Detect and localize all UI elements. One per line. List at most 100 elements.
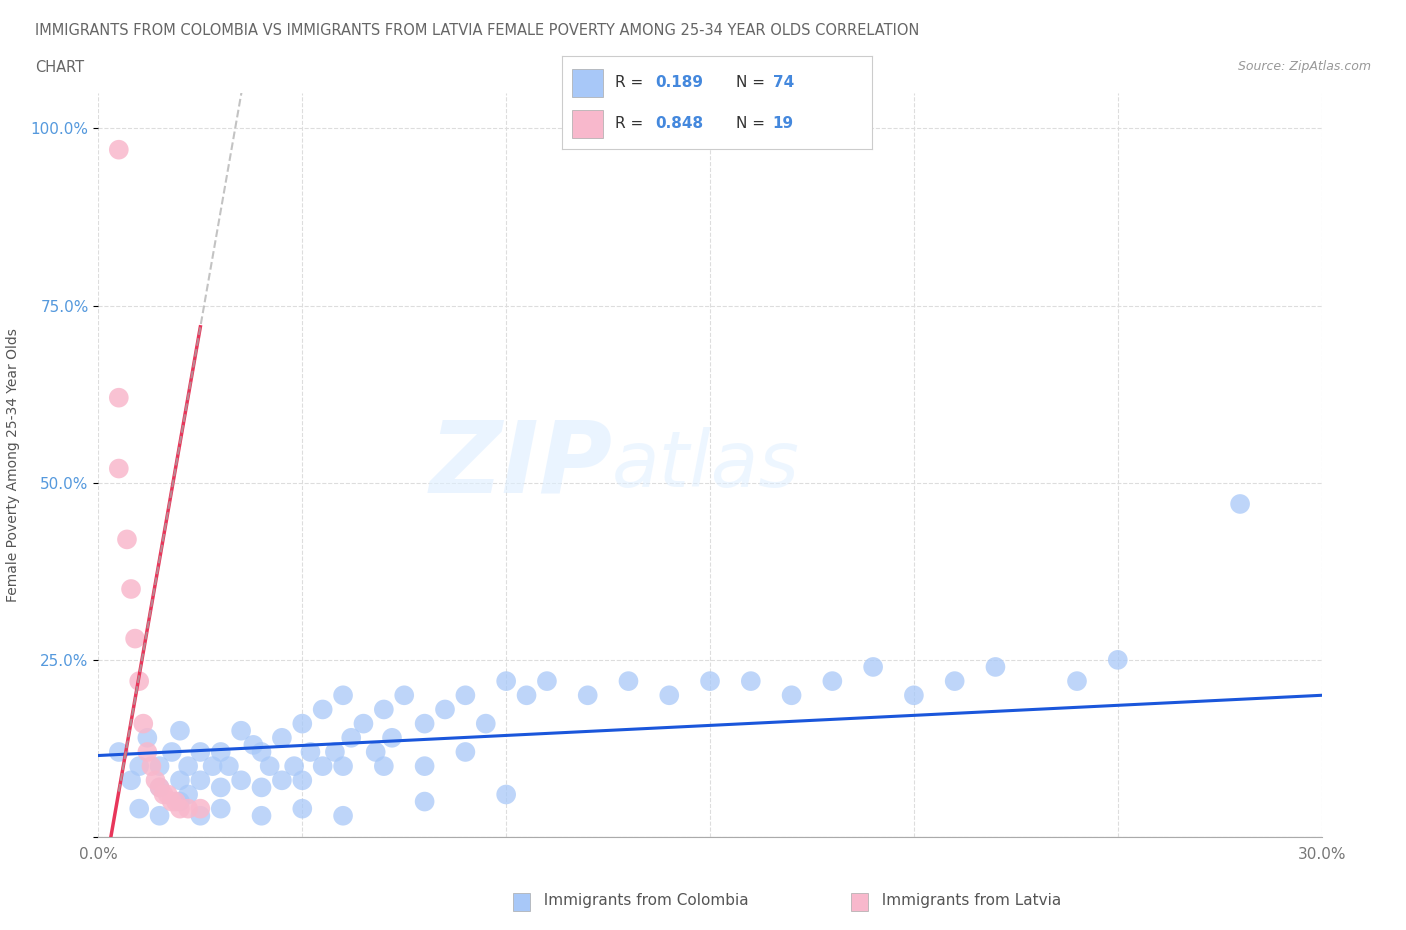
Point: [209, 802, 232, 817]
Point: [149, 780, 172, 795]
Text: R =: R =: [614, 75, 648, 90]
Point: [862, 659, 884, 674]
Point: [903, 688, 925, 703]
Text: N =: N =: [735, 75, 769, 90]
Point: [699, 673, 721, 688]
Point: [434, 702, 457, 717]
Text: ZIP: ZIP: [429, 417, 612, 513]
Point: [373, 702, 395, 717]
Point: [188, 802, 212, 817]
Point: [332, 759, 354, 774]
Point: [136, 745, 159, 760]
Point: [165, 794, 187, 809]
Point: [364, 745, 387, 760]
Point: [156, 787, 179, 802]
Point: [740, 673, 762, 688]
Point: [250, 780, 273, 795]
Point: [617, 673, 640, 688]
Point: [152, 787, 174, 802]
Point: [943, 673, 966, 688]
Point: [1229, 497, 1251, 512]
Point: [201, 759, 224, 774]
Text: Source: ZipAtlas.com: Source: ZipAtlas.com: [1237, 60, 1371, 73]
Point: [291, 773, 314, 788]
Point: [188, 773, 212, 788]
Point: [149, 808, 172, 823]
Point: [169, 794, 191, 809]
Point: [291, 716, 314, 731]
Text: 0.848: 0.848: [655, 116, 703, 131]
Point: [1107, 653, 1129, 668]
Point: [108, 142, 131, 157]
Point: [188, 808, 212, 823]
Point: [177, 787, 200, 802]
Point: [332, 688, 354, 703]
Point: [141, 759, 163, 774]
Point: [120, 581, 142, 596]
Point: [312, 759, 335, 774]
Point: [658, 688, 681, 703]
Point: [392, 688, 416, 703]
Point: [169, 802, 191, 817]
Point: [340, 730, 363, 745]
Point: [984, 659, 1007, 674]
Point: [188, 745, 212, 760]
Bar: [572, 110, 603, 138]
Point: [413, 794, 436, 809]
Point: [250, 808, 273, 823]
Point: [474, 716, 498, 731]
Point: [132, 716, 155, 731]
Text: R =: R =: [614, 116, 648, 131]
Point: [413, 716, 436, 731]
Point: [454, 688, 477, 703]
Point: [136, 730, 159, 745]
Point: [332, 808, 354, 823]
Point: [231, 724, 253, 738]
Text: atlas: atlas: [612, 427, 800, 503]
Point: [177, 802, 200, 817]
Point: [160, 794, 183, 809]
Point: [128, 802, 150, 817]
Point: [381, 730, 404, 745]
Point: [495, 673, 517, 688]
Point: [270, 773, 294, 788]
Text: Immigrants from Colombia: Immigrants from Colombia: [534, 893, 749, 908]
Point: [149, 759, 172, 774]
Point: [454, 745, 477, 760]
Point: [209, 745, 232, 760]
Text: CHART: CHART: [35, 60, 84, 75]
Point: [323, 745, 346, 760]
Point: [128, 673, 150, 688]
Point: [108, 391, 131, 405]
Point: [283, 759, 305, 774]
Point: [242, 737, 264, 752]
Text: N =: N =: [735, 116, 769, 131]
Point: [128, 759, 150, 774]
Point: [312, 702, 335, 717]
Point: [231, 773, 253, 788]
Point: [149, 780, 172, 795]
Point: [270, 730, 294, 745]
Point: [177, 759, 200, 774]
Point: [250, 745, 273, 760]
Point: [536, 673, 558, 688]
Point: [160, 745, 183, 760]
Point: [169, 773, 191, 788]
Point: [209, 780, 232, 795]
Text: 19: 19: [773, 116, 794, 131]
Point: [108, 461, 131, 476]
Point: [115, 532, 138, 547]
Point: [780, 688, 803, 703]
Point: [576, 688, 599, 703]
Point: [218, 759, 240, 774]
Text: 74: 74: [773, 75, 794, 90]
Point: [413, 759, 436, 774]
Point: [145, 773, 167, 788]
Point: [169, 724, 191, 738]
Point: [124, 631, 146, 646]
Text: IMMIGRANTS FROM COLOMBIA VS IMMIGRANTS FROM LATVIA FEMALE POVERTY AMONG 25-34 YE: IMMIGRANTS FROM COLOMBIA VS IMMIGRANTS F…: [35, 23, 920, 38]
Point: [352, 716, 374, 731]
Point: [120, 773, 142, 788]
Point: [516, 688, 538, 703]
Text: 0.189: 0.189: [655, 75, 703, 90]
